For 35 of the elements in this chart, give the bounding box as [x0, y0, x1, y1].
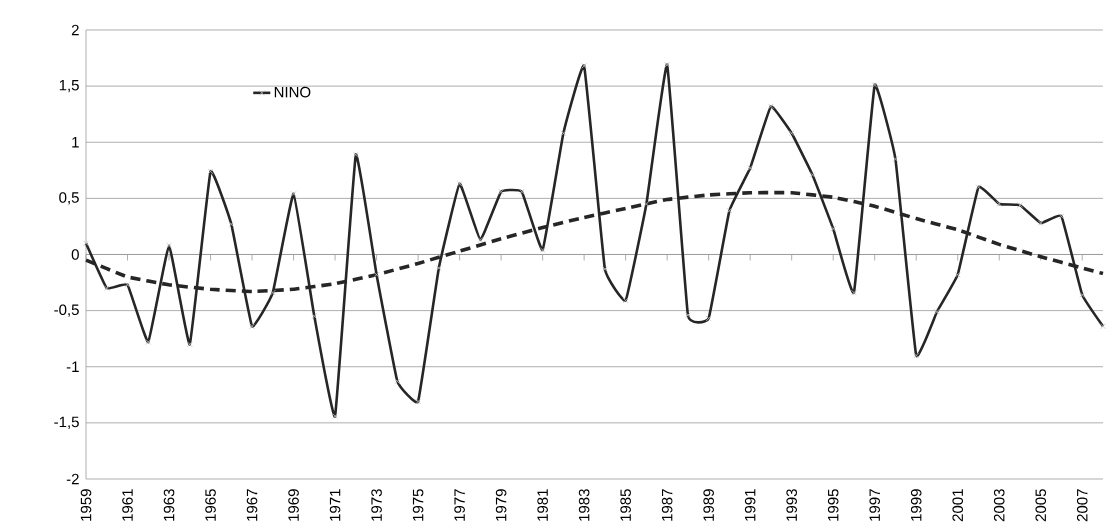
- x-tick-label: 2007: [1076, 489, 1088, 522]
- y-tick-label: 0: [71, 249, 79, 260]
- x-tick-label: 1969: [288, 489, 299, 521]
- x-tick-label: 1983: [578, 489, 590, 521]
- y-tick-label: -1: [66, 361, 79, 372]
- x-tick-label: 1985: [620, 489, 631, 521]
- y-tick-label: -1,5: [54, 416, 79, 429]
- x-tick-label: 2005: [1035, 489, 1047, 522]
- x-tick-label: 2003: [993, 489, 1005, 522]
- legend-label: NINO: [274, 86, 311, 98]
- y-tick-label: 2: [71, 24, 79, 36]
- x-tick-label: 1997: [869, 489, 880, 521]
- x-tick-label: 1999: [910, 489, 922, 521]
- x-tick-label: 1977: [454, 489, 465, 521]
- x-tick-label: 1979: [495, 489, 507, 521]
- x-tick-label: 1959: [80, 489, 92, 521]
- x-tick-label: 1967: [246, 489, 258, 521]
- x-tick-label: 2001: [952, 489, 964, 522]
- x-tick-label: 1961: [122, 489, 133, 521]
- x-tick-label: 1963: [163, 489, 175, 521]
- x-tick-label: 1987: [661, 489, 673, 521]
- x-tick-label: 1975: [412, 489, 424, 521]
- x-tick-label: 1995: [827, 489, 839, 521]
- x-tick-label: 1989: [703, 489, 714, 521]
- y-tick-label: 0,5: [59, 192, 79, 205]
- y-tick-label: -2: [66, 473, 79, 485]
- y-tick-label: 1,5: [59, 80, 79, 93]
- y-tick-label: -0,5: [54, 304, 79, 317]
- x-tick-label: 1965: [205, 489, 216, 521]
- x-tick-label: 1973: [371, 489, 382, 521]
- x-tick-label: 1993: [786, 489, 797, 521]
- x-tick-label: 1991: [744, 489, 756, 521]
- x-tick-label: 1971: [329, 489, 341, 521]
- y-tick-label: 1: [72, 137, 79, 148]
- x-tick-label: 1981: [537, 489, 548, 521]
